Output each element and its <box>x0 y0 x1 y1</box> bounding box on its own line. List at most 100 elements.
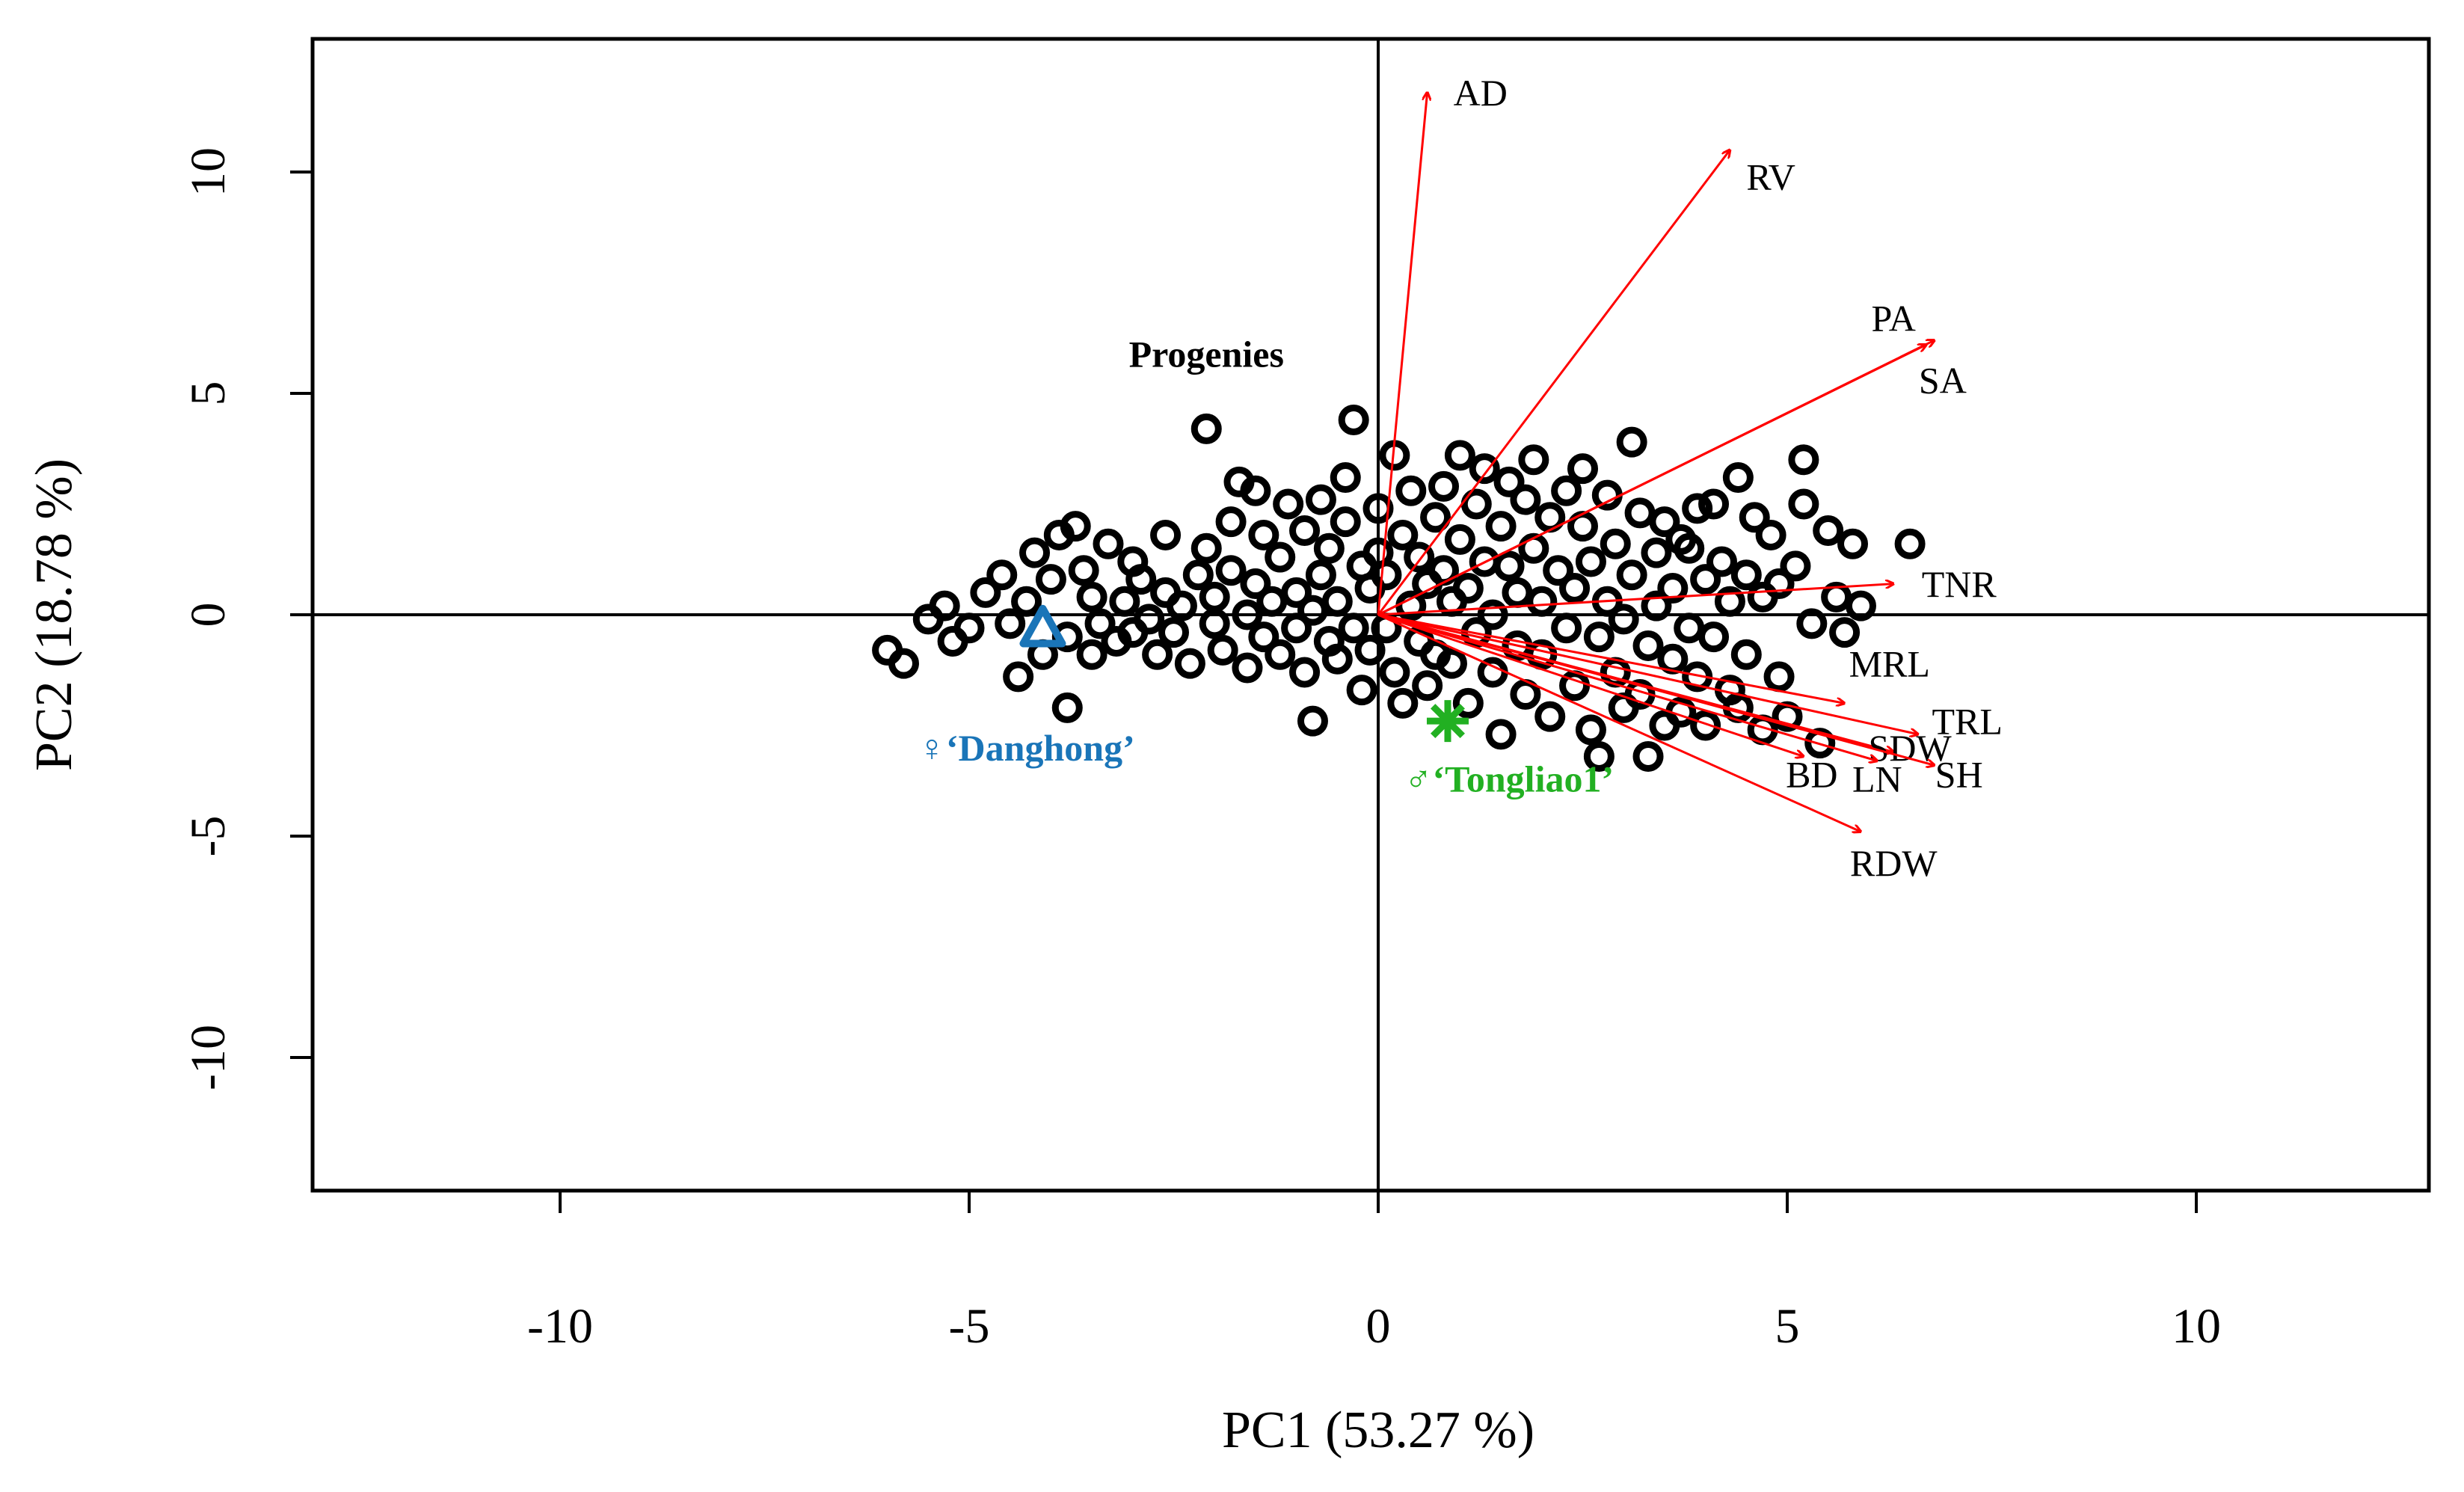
loading-arrow-tnr <box>1377 584 1893 616</box>
progeny-point <box>1739 502 1770 533</box>
x-axis-title: PC1 (53.27 %) <box>1222 1402 1534 1459</box>
progeny-point <box>995 608 1026 639</box>
progeny-point <box>1526 586 1558 617</box>
progeny-point <box>1412 670 1443 702</box>
progeny-point <box>1674 613 1705 644</box>
progeny-point <box>1674 532 1705 564</box>
progeny-point <box>1845 590 1876 621</box>
x-tick-label: 10 <box>2172 1299 2221 1354</box>
progeny-point <box>1207 634 1238 666</box>
progeny-point <box>1616 426 1647 458</box>
progeny-point <box>1583 621 1614 653</box>
progeny-point <box>1502 577 1533 608</box>
female-parent-marker <box>1019 604 1066 648</box>
progeny-point <box>1182 559 1214 591</box>
progeny-point <box>1510 679 1541 710</box>
x-tick-label: -10 <box>527 1299 593 1354</box>
progeny-point <box>1248 621 1279 653</box>
loading-arrow-ln <box>1377 613 1877 761</box>
progeny-point <box>1338 613 1369 644</box>
progeny-point <box>1788 444 1819 476</box>
group-label-progenies: Progenies <box>1129 333 1284 375</box>
progeny-point <box>1404 541 1435 573</box>
progeny-point <box>1109 586 1140 617</box>
progeny-point <box>1215 506 1247 538</box>
progeny-point <box>1444 524 1475 555</box>
progeny-point <box>1076 639 1107 670</box>
loading-label-pa: PA <box>1872 298 1916 340</box>
progeny-point <box>1387 687 1419 719</box>
progeny-point <box>1567 453 1598 485</box>
progeny-point <box>1313 532 1345 564</box>
progeny-point <box>1493 550 1525 582</box>
progeny-point <box>1068 555 1099 586</box>
progeny-point <box>1273 488 1304 520</box>
progeny-point <box>1469 453 1500 485</box>
loading-arrow-sa <box>1377 340 1935 616</box>
loading-arrow-rv <box>1377 150 1730 615</box>
progeny-point <box>1362 493 1394 524</box>
progeny-point <box>1395 475 1427 506</box>
progeny-point <box>1354 634 1386 666</box>
y-tick-label: 10 <box>181 147 236 197</box>
progeny-point <box>1076 581 1107 613</box>
progeny-point <box>1265 639 1296 670</box>
progeny-point <box>1321 643 1353 675</box>
progeny-point <box>1657 572 1689 604</box>
progeny-point <box>1641 590 1672 621</box>
y-tick-label: -10 <box>181 1025 236 1090</box>
loading-label-sh: SH <box>1935 754 1983 796</box>
progeny-point <box>1158 617 1189 648</box>
progeny-point <box>986 559 1018 591</box>
progeny-point <box>1281 613 1312 644</box>
progeny-point <box>1248 519 1279 550</box>
progeny-point <box>1428 470 1460 502</box>
loading-label-mrl: MRL <box>1849 643 1930 685</box>
progeny-point <box>1281 577 1312 608</box>
progeny-point <box>1690 710 1721 741</box>
progeny-point <box>1305 559 1336 591</box>
progeny-point <box>1559 572 1591 604</box>
progeny-point <box>1788 488 1819 520</box>
progeny-point <box>1894 528 1926 559</box>
progeny-point <box>1084 608 1116 639</box>
progeny-point <box>1682 493 1713 524</box>
progeny-point <box>1240 475 1271 506</box>
progeny-point <box>1265 541 1296 573</box>
progeny-point <box>1632 630 1664 661</box>
progeny-point <box>1493 466 1525 497</box>
progeny-point <box>1591 479 1623 511</box>
progeny-point <box>1003 661 1034 693</box>
y-axis-title: PC2 (18.78 %) <box>25 458 83 771</box>
progeny-point <box>1240 568 1271 600</box>
loading-label-ad: AD <box>1454 72 1508 114</box>
progeny-point <box>1485 511 1517 542</box>
progeny-point <box>1444 440 1475 471</box>
progeny-point <box>1477 657 1508 688</box>
progeny-point <box>1297 705 1328 737</box>
loading-label-rv: RV <box>1746 156 1795 197</box>
progeny-point <box>1305 484 1336 515</box>
progeny-point <box>1821 581 1852 613</box>
progeny-point <box>1289 515 1321 547</box>
loading-label-ln: LN <box>1852 758 1902 799</box>
progeny-point <box>1730 639 1762 670</box>
progeny-point <box>1518 532 1549 564</box>
progeny-point <box>1477 599 1508 630</box>
progeny-point <box>1543 555 1574 586</box>
reference-lines <box>313 39 2429 1191</box>
progeny-point <box>1763 568 1795 600</box>
progeny-point <box>1142 639 1173 670</box>
progeny-point <box>1093 528 1124 559</box>
progeny-point <box>1559 670 1591 702</box>
female-parent-label: ♀‘Danghong’ <box>918 727 1134 769</box>
progeny-point <box>1632 740 1664 772</box>
x-tick-label: 5 <box>1775 1299 1800 1354</box>
progeny-point <box>1485 719 1517 750</box>
progeny-point <box>1690 564 1721 595</box>
progeny-point <box>970 577 1001 608</box>
progeny-point <box>1215 555 1247 586</box>
progeny-point <box>1035 564 1066 595</box>
progeny-point <box>1714 586 1745 617</box>
progeny-point <box>1346 675 1377 706</box>
